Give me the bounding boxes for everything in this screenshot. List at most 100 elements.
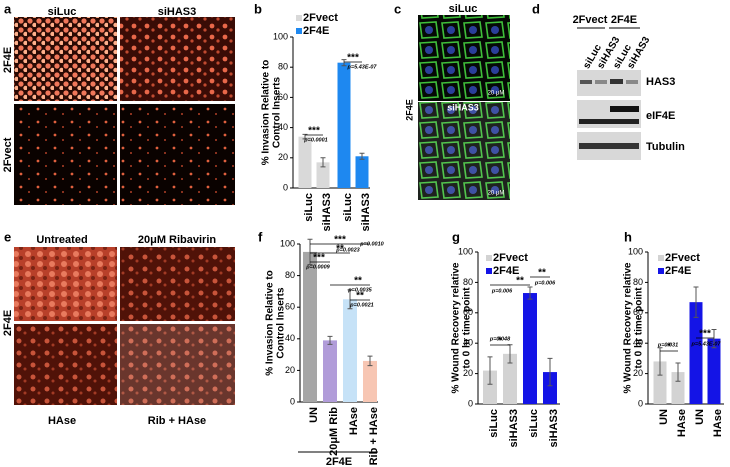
bar [298,136,312,188]
band [579,143,639,149]
significance-stars: ** [336,244,344,255]
band [595,80,607,84]
significance-stars: ** [516,276,524,287]
x-tick-label: siHAS3 [360,193,372,232]
image-label: siLuc [449,3,478,15]
significance-stars: ** [356,291,364,302]
x-tick-label: UN [658,409,670,425]
y-tick-label: 100 [273,31,288,41]
blot-label: HAS3 [646,76,675,88]
legend-swatch [486,255,492,261]
column-label: Rib + HAse [148,415,206,427]
p-value: p=0.0023 [335,247,359,253]
y-tick-label: 80 [633,277,643,287]
y-tick-label: 100 [458,246,473,256]
micrograph [418,102,510,200]
error-bar [320,157,326,168]
scale-label: 20 μM [488,91,505,97]
bar [303,251,317,402]
y-tick-label: 80 [278,62,288,72]
p-value: p=5.43E-07 [691,341,722,347]
bar [523,293,537,404]
y-tick-label: 0 [468,398,473,408]
x-tick-label: siLuc [303,193,315,222]
error-bar [347,289,353,310]
y-axis-label: % Wound Recovery relative [451,262,462,393]
micrograph [14,247,117,321]
error-bar [527,286,533,300]
panel-letter: c [394,1,401,16]
bar [653,361,667,404]
y-axis-label: % Invasion Relative to [265,270,276,376]
y-tick-label: 20 [633,368,643,378]
x-tick-label: siHAS3 [508,409,520,448]
y-tick-label: 40 [278,122,288,132]
bar [323,340,337,402]
x-tick-label: siHAS3 [548,409,560,448]
panel-letter: h [624,229,632,244]
y-tick-label: 60 [278,92,288,102]
band [610,106,639,112]
x-tick-label: UN [308,407,320,423]
panel-letter: d [532,1,540,16]
p-value: p=0.048 [489,336,511,342]
micrograph [14,104,117,205]
row-label: 2F4E [404,99,414,121]
significance-stars: *** [313,253,325,264]
y-tick-label: 20 [285,365,295,375]
error-bar [547,357,553,387]
y-tick-label: 60 [463,307,473,317]
p-value: p=0.0001 [303,137,327,143]
row-label: 2F4E [2,310,14,336]
y-tick-label: 40 [285,333,295,343]
x-tick-label: HAse [676,409,688,437]
y-tick-label: 20 [278,152,288,162]
image-label: siHAS3 [447,102,479,112]
group-label: 2F4E [611,14,637,26]
p-value: p=0.031 [657,342,678,348]
legend-label: 2F4E [665,265,691,277]
panel-letter: f [258,229,263,244]
p-value: p=0.0021 [349,302,373,308]
error-bar [341,59,347,67]
error-bar [367,355,373,367]
x-tick-label: siLuc [488,409,500,438]
bar [483,370,497,404]
row-label: 2Fvect [2,137,14,172]
significance-stars: *** [347,53,359,64]
x-axis-label: 2F4E [326,456,352,467]
legend-swatch [296,28,302,34]
bar [337,62,351,188]
legend-swatch [658,255,664,261]
significance-stars: * [667,342,671,353]
y-tick-label: 60 [633,307,643,317]
y-axis-label: % Wound Recovery relative [623,262,634,393]
panel-letter: b [254,1,262,16]
significance-stars: *** [699,329,711,340]
y-tick-label: 40 [633,338,643,348]
legend-swatch [296,15,302,21]
y-axis-label: to 0 hr time point [462,287,473,369]
blot-label: Tubulin [646,141,685,153]
panel-letter: a [4,1,12,16]
y-axis-label: Control Inserts [272,77,283,149]
x-tick-label: siHAS3 [321,193,333,232]
error-bar [657,347,663,376]
micrograph [120,324,235,405]
blot-label: eIF4E [646,110,675,122]
y-tick-label: 0 [290,396,295,406]
p-value: p=0.006 [491,288,513,294]
p-value: p=0.0010 [359,241,383,247]
bar [343,299,357,402]
y-tick-label: 0 [283,182,288,192]
micrograph [120,104,235,205]
bar [316,162,330,188]
y-axis-label: Control Inserts [276,287,287,359]
error-bar [307,238,313,266]
legend-swatch [486,268,492,274]
y-tick-label: 20 [463,368,473,378]
column-label: siLuc [48,6,77,18]
x-tick-label: HAse [348,407,360,435]
micrograph [14,324,117,405]
